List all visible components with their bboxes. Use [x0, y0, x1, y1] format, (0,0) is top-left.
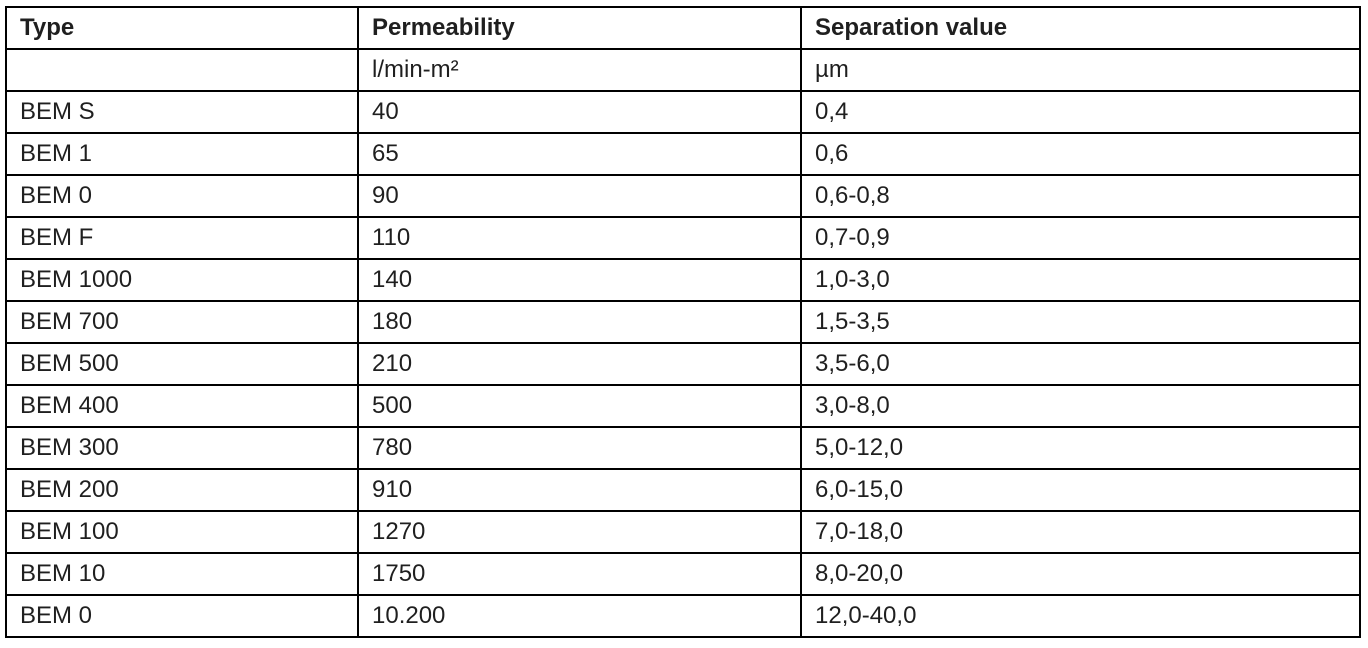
unit-cell-permeability: l/min-m² [357, 48, 802, 92]
cell-type: BEM 400 [5, 384, 359, 428]
table-row: BEM 700 180 1,5-3,5 [5, 300, 1361, 344]
cell-type: BEM 300 [5, 426, 359, 470]
cell-separation-value: 0,4 [800, 90, 1361, 134]
cell-permeability: 500 [357, 384, 802, 428]
cell-separation-value: 0,6-0,8 [800, 174, 1361, 218]
cell-type: BEM 1000 [5, 258, 359, 302]
cell-type: BEM 100 [5, 510, 359, 554]
table-header: Type Permeability Separation value l/min… [5, 6, 1361, 92]
column-header-permeability: Permeability [357, 6, 802, 50]
cell-permeability: 1750 [357, 552, 802, 596]
cell-separation-value: 3,0-8,0 [800, 384, 1361, 428]
cell-separation-value: 7,0-18,0 [800, 510, 1361, 554]
cell-type: BEM S [5, 90, 359, 134]
table-row: BEM S 40 0,4 [5, 90, 1361, 134]
cell-separation-value: 1,0-3,0 [800, 258, 1361, 302]
table-row: BEM 200 910 6,0-15,0 [5, 468, 1361, 512]
unit-cell-type [5, 48, 359, 92]
table-row: BEM 0 90 0,6-0,8 [5, 174, 1361, 218]
cell-permeability: 140 [357, 258, 802, 302]
table-row: BEM 500 210 3,5-6,0 [5, 342, 1361, 386]
cell-separation-value: 8,0-20,0 [800, 552, 1361, 596]
cell-permeability: 90 [357, 174, 802, 218]
unit-cell-separation-value: µm [800, 48, 1361, 92]
cell-type: BEM 200 [5, 468, 359, 512]
cell-type: BEM 700 [5, 300, 359, 344]
cell-permeability: 110 [357, 216, 802, 260]
cell-permeability: 10.200 [357, 594, 802, 638]
table-row: BEM 1 65 0,6 [5, 132, 1361, 176]
filter-spec-table: Type Permeability Separation value l/min… [5, 6, 1361, 638]
table-row: BEM 1000 140 1,0-3,0 [5, 258, 1361, 302]
cell-permeability: 40 [357, 90, 802, 134]
cell-separation-value: 0,7-0,9 [800, 216, 1361, 260]
cell-permeability: 210 [357, 342, 802, 386]
cell-type: BEM 500 [5, 342, 359, 386]
table-row: BEM 0 10.200 12,0-40,0 [5, 594, 1361, 638]
cell-separation-value: 0,6 [800, 132, 1361, 176]
table-row: BEM 400 500 3,0-8,0 [5, 384, 1361, 428]
cell-permeability: 780 [357, 426, 802, 470]
table-row: BEM 10 1750 8,0-20,0 [5, 552, 1361, 596]
table-header-row: Type Permeability Separation value [5, 6, 1361, 50]
cell-separation-value: 1,5-3,5 [800, 300, 1361, 344]
cell-separation-value: 5,0-12,0 [800, 426, 1361, 470]
table-row: BEM F 110 0,7-0,9 [5, 216, 1361, 260]
cell-type: BEM 1 [5, 132, 359, 176]
cell-type: BEM 0 [5, 174, 359, 218]
cell-type: BEM 10 [5, 552, 359, 596]
table-row: BEM 100 1270 7,0-18,0 [5, 510, 1361, 554]
cell-separation-value: 6,0-15,0 [800, 468, 1361, 512]
cell-permeability: 180 [357, 300, 802, 344]
cell-type: BEM 0 [5, 594, 359, 638]
cell-permeability: 65 [357, 132, 802, 176]
column-header-type: Type [5, 6, 359, 50]
cell-separation-value: 12,0-40,0 [800, 594, 1361, 638]
column-header-separation-value: Separation value [800, 6, 1361, 50]
cell-type: BEM F [5, 216, 359, 260]
table-units-row: l/min-m² µm [5, 48, 1361, 92]
cell-permeability: 910 [357, 468, 802, 512]
cell-separation-value: 3,5-6,0 [800, 342, 1361, 386]
table-row: BEM 300 780 5,0-12,0 [5, 426, 1361, 470]
cell-permeability: 1270 [357, 510, 802, 554]
